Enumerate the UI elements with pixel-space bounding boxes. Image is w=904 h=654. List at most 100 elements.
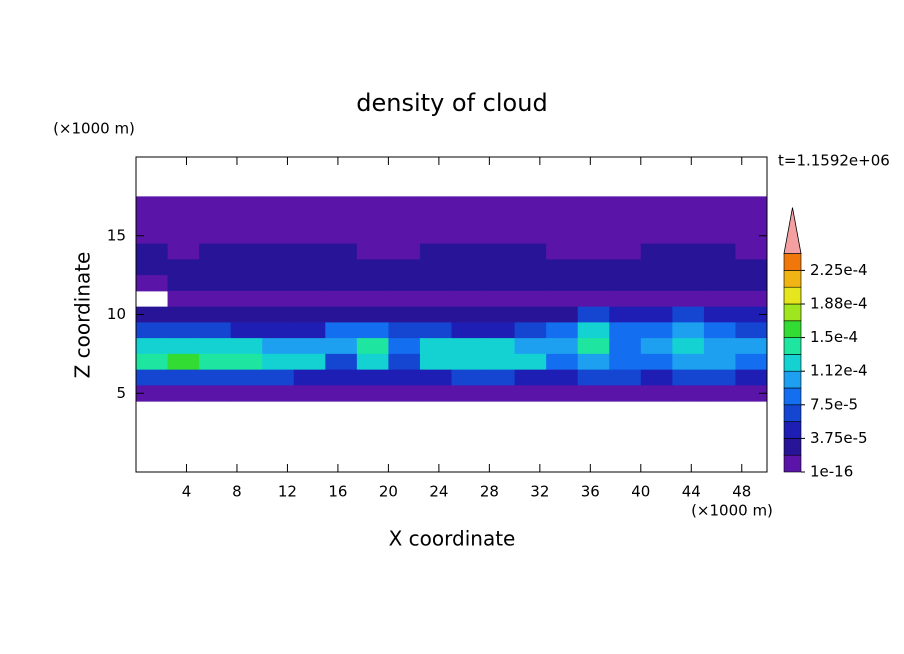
x-tick-label: 20 xyxy=(379,483,398,501)
contour-cell xyxy=(388,212,421,229)
contour-cell xyxy=(577,259,610,276)
contour-cell xyxy=(609,243,642,260)
contour-cell xyxy=(199,385,232,402)
contour-cell xyxy=(735,306,768,323)
contour-cell xyxy=(262,275,295,292)
contour-cell xyxy=(388,385,421,402)
contour-cell xyxy=(419,369,452,386)
contour-cell xyxy=(640,385,673,402)
contour-cell xyxy=(356,212,389,229)
contour-cell xyxy=(483,385,516,402)
contour-cell xyxy=(735,196,768,213)
time-annotation: t=1.1592e+06 xyxy=(778,152,890,170)
contour-cell xyxy=(325,227,358,245)
contour-cell xyxy=(640,353,673,371)
contour-cell xyxy=(167,322,200,339)
y-tick-label: 5 xyxy=(116,384,126,402)
contour-cell xyxy=(514,227,547,245)
contour-cell xyxy=(577,322,610,339)
contour-cell xyxy=(136,322,169,339)
contour-cell xyxy=(325,385,358,402)
contour-cell xyxy=(325,290,358,308)
contour-cell xyxy=(672,369,705,386)
y-axis-title: Z coordinate xyxy=(71,252,95,379)
contour-cell xyxy=(609,338,642,355)
contour-cell xyxy=(419,385,452,402)
contour-cell xyxy=(293,369,326,386)
contour-cell xyxy=(325,353,358,371)
contour-cell xyxy=(167,243,200,260)
contour-cell xyxy=(325,338,358,355)
contour-cell xyxy=(230,212,263,229)
chart-title: density of cloud xyxy=(356,89,547,117)
contour-cell xyxy=(136,338,169,355)
contour-cell xyxy=(262,385,295,402)
contour-cell xyxy=(609,385,642,402)
contour-cell xyxy=(672,243,705,260)
colorbar-box xyxy=(783,320,802,338)
contour-cell xyxy=(735,385,768,402)
contour-cell xyxy=(388,322,421,339)
contour-cell xyxy=(419,259,452,276)
contour-cell xyxy=(167,338,200,355)
contour-cell xyxy=(514,212,547,229)
contour-cell xyxy=(199,369,232,386)
contour-cell xyxy=(735,369,768,386)
colorbar-label: 1.88e-4 xyxy=(810,295,868,313)
colorbar-box xyxy=(783,354,802,372)
contour-cell xyxy=(609,353,642,371)
contour-cell xyxy=(514,290,547,308)
contour-cell xyxy=(325,306,358,323)
x-tick-label: 12 xyxy=(278,483,297,501)
contour-cell xyxy=(262,243,295,260)
contour-cell xyxy=(609,196,642,213)
contour-cell xyxy=(577,369,610,386)
contour-cell xyxy=(388,338,421,355)
contour-cell xyxy=(640,338,673,355)
contour-cell xyxy=(293,338,326,355)
contour-cell xyxy=(293,353,326,371)
contour-cell xyxy=(356,353,389,371)
contour-cell xyxy=(293,290,326,308)
y-unit: (×1000 m) xyxy=(53,120,135,138)
contour-cell xyxy=(419,227,452,245)
contour-cell xyxy=(230,290,263,308)
contour-cell xyxy=(640,369,673,386)
contour-cell xyxy=(640,196,673,213)
contour-cell xyxy=(388,369,421,386)
contour-cell xyxy=(483,369,516,386)
contour-cell xyxy=(325,196,358,213)
contour-cell xyxy=(609,322,642,339)
contour-cell xyxy=(199,275,232,292)
colorbar-box xyxy=(783,421,802,439)
contour-cell xyxy=(483,227,516,245)
contour-cell xyxy=(514,353,547,371)
y-tick-label: 10 xyxy=(107,305,126,323)
contour-cell xyxy=(546,275,579,292)
x-tick-label: 36 xyxy=(581,483,600,501)
contour-cell xyxy=(735,322,768,339)
contour-cell xyxy=(293,259,326,276)
contour-cell xyxy=(451,306,484,323)
contour-cell xyxy=(136,227,169,245)
contour-cell xyxy=(325,243,358,260)
contour-cell xyxy=(136,243,169,260)
contour-cell xyxy=(167,275,200,292)
contour-cell xyxy=(672,196,705,213)
contour-cell xyxy=(199,259,232,276)
contour-cell xyxy=(388,227,421,245)
contour-cell xyxy=(262,322,295,339)
contour-cell xyxy=(388,306,421,323)
contour-cell xyxy=(514,322,547,339)
colorbar-box xyxy=(783,303,802,322)
contour-cell xyxy=(230,322,263,339)
contour-cell xyxy=(419,243,452,260)
contour-cell xyxy=(672,275,705,292)
contour-cell xyxy=(577,290,610,308)
contour-cell xyxy=(483,306,516,323)
contour-cell xyxy=(546,306,579,323)
contour-cell xyxy=(735,353,768,371)
contour-cell xyxy=(388,275,421,292)
contour-cell xyxy=(356,275,389,292)
